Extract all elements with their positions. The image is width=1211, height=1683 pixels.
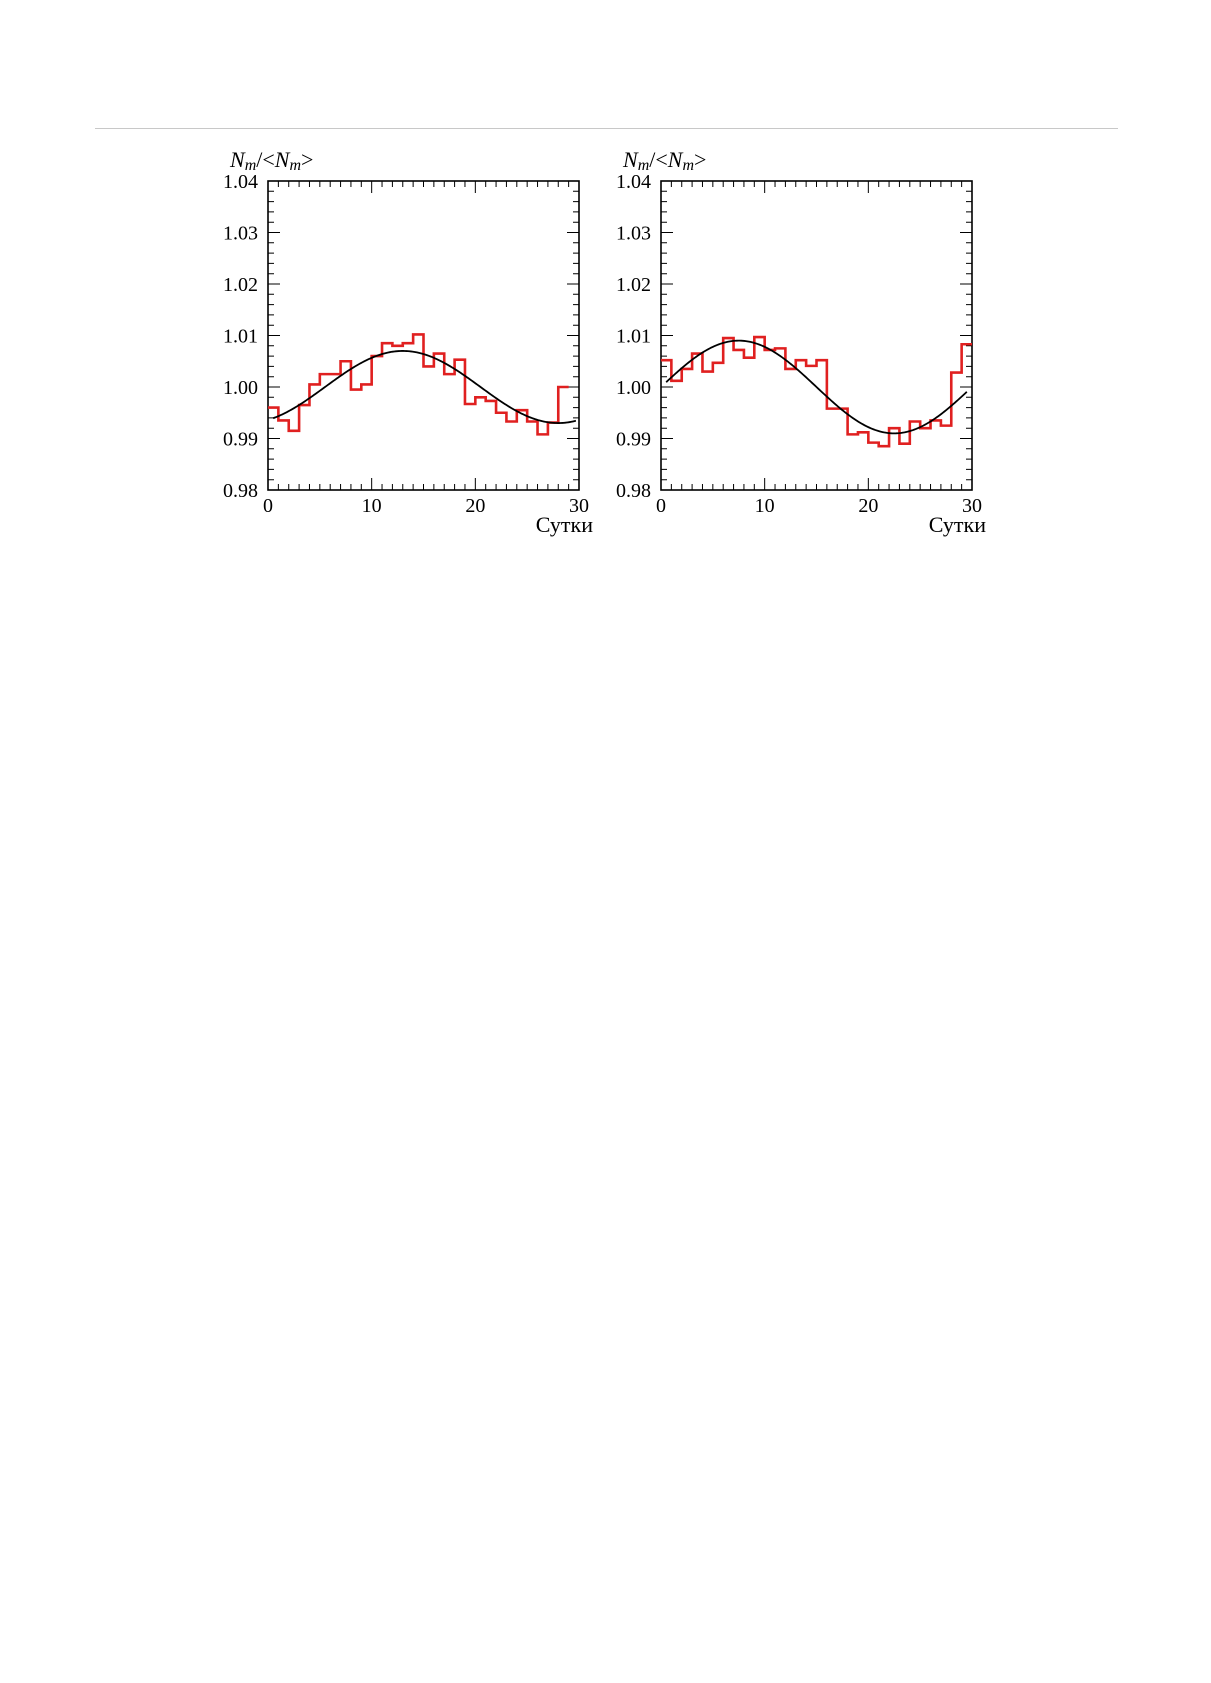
x-tick-labels-right: 0 10 20 30 bbox=[656, 495, 982, 517]
x-tick-label-left-3: 30 bbox=[569, 495, 589, 517]
x-tick-labels-left: 0 10 20 30 bbox=[263, 495, 589, 517]
tick-marks-right bbox=[660, 180, 973, 491]
x-axis-label-left: Сутки bbox=[536, 512, 593, 537]
x-tick-label-left-2: 20 bbox=[465, 495, 485, 517]
y-tick-label-right-6: 1.04 bbox=[616, 171, 651, 193]
chart-panel-right: Nm/<Nm> 0.98 0.99 1.00 1.01 1.02 1.03 1.04 0 10… bbox=[616, 147, 986, 537]
x-tick-label-right-2: 20 bbox=[858, 495, 878, 517]
y-tick-label-right-5: 1.03 bbox=[616, 223, 651, 245]
y-tick-label-left-5: 1.03 bbox=[223, 223, 258, 245]
y-tick-label-left-0: 0.98 bbox=[223, 480, 258, 502]
ticks-right bbox=[660, 180, 973, 491]
y-tick-label-right-1: 0.99 bbox=[616, 429, 651, 451]
fit-curve-right bbox=[665, 339, 968, 435]
fit-curve-left bbox=[272, 350, 577, 424]
figure: Nm/<Nm> 0.98 0.99 1.00 1.01 1.02 1.03 1.04 0 10… bbox=[223, 147, 986, 537]
plot-frame-left bbox=[267, 180, 580, 491]
y-tick-label-right-0: 0.98 bbox=[616, 480, 651, 502]
y-tick-label-left-3: 1.01 bbox=[223, 326, 258, 348]
y-tick-labels-right: 0.98 0.99 1.00 1.01 1.02 1.03 1.04 bbox=[616, 171, 651, 502]
x-tick-label-right-3: 30 bbox=[962, 495, 982, 517]
histogram-line-right bbox=[661, 335, 972, 448]
y-tick-label-left-6: 1.04 bbox=[223, 171, 258, 193]
y-tick-label-right-4: 1.02 bbox=[616, 274, 651, 296]
x-tick-label-right-0: 0 bbox=[656, 495, 666, 517]
y-axis-label-right: Nm/<Nm> bbox=[622, 147, 706, 174]
y-tick-labels-left: 0.98 0.99 1.00 1.01 1.02 1.03 1.04 bbox=[223, 171, 258, 502]
histogram-line-left bbox=[268, 333, 569, 436]
page-top-rule bbox=[95, 128, 1118, 129]
y-axis-label-left: Nm/<Nm> bbox=[229, 147, 313, 174]
chart-panel-left: Nm/<Nm> 0.98 0.99 1.00 1.01 1.02 1.03 1.04 0 10… bbox=[223, 147, 593, 537]
x-tick-label-left-0: 0 bbox=[263, 495, 273, 517]
y-tick-label-left-2: 1.00 bbox=[223, 377, 258, 399]
x-axis-label-right: Сутки bbox=[929, 512, 986, 537]
y-tick-label-right-3: 1.01 bbox=[616, 326, 651, 348]
x-tick-label-right-1: 10 bbox=[755, 495, 775, 517]
plot-frame-right bbox=[660, 180, 973, 491]
y-tick-label-right-2: 1.00 bbox=[616, 377, 651, 399]
y-tick-label-left-1: 0.99 bbox=[223, 429, 258, 451]
x-tick-label-left-1: 10 bbox=[362, 495, 382, 517]
y-tick-label-left-4: 1.02 bbox=[223, 274, 258, 296]
